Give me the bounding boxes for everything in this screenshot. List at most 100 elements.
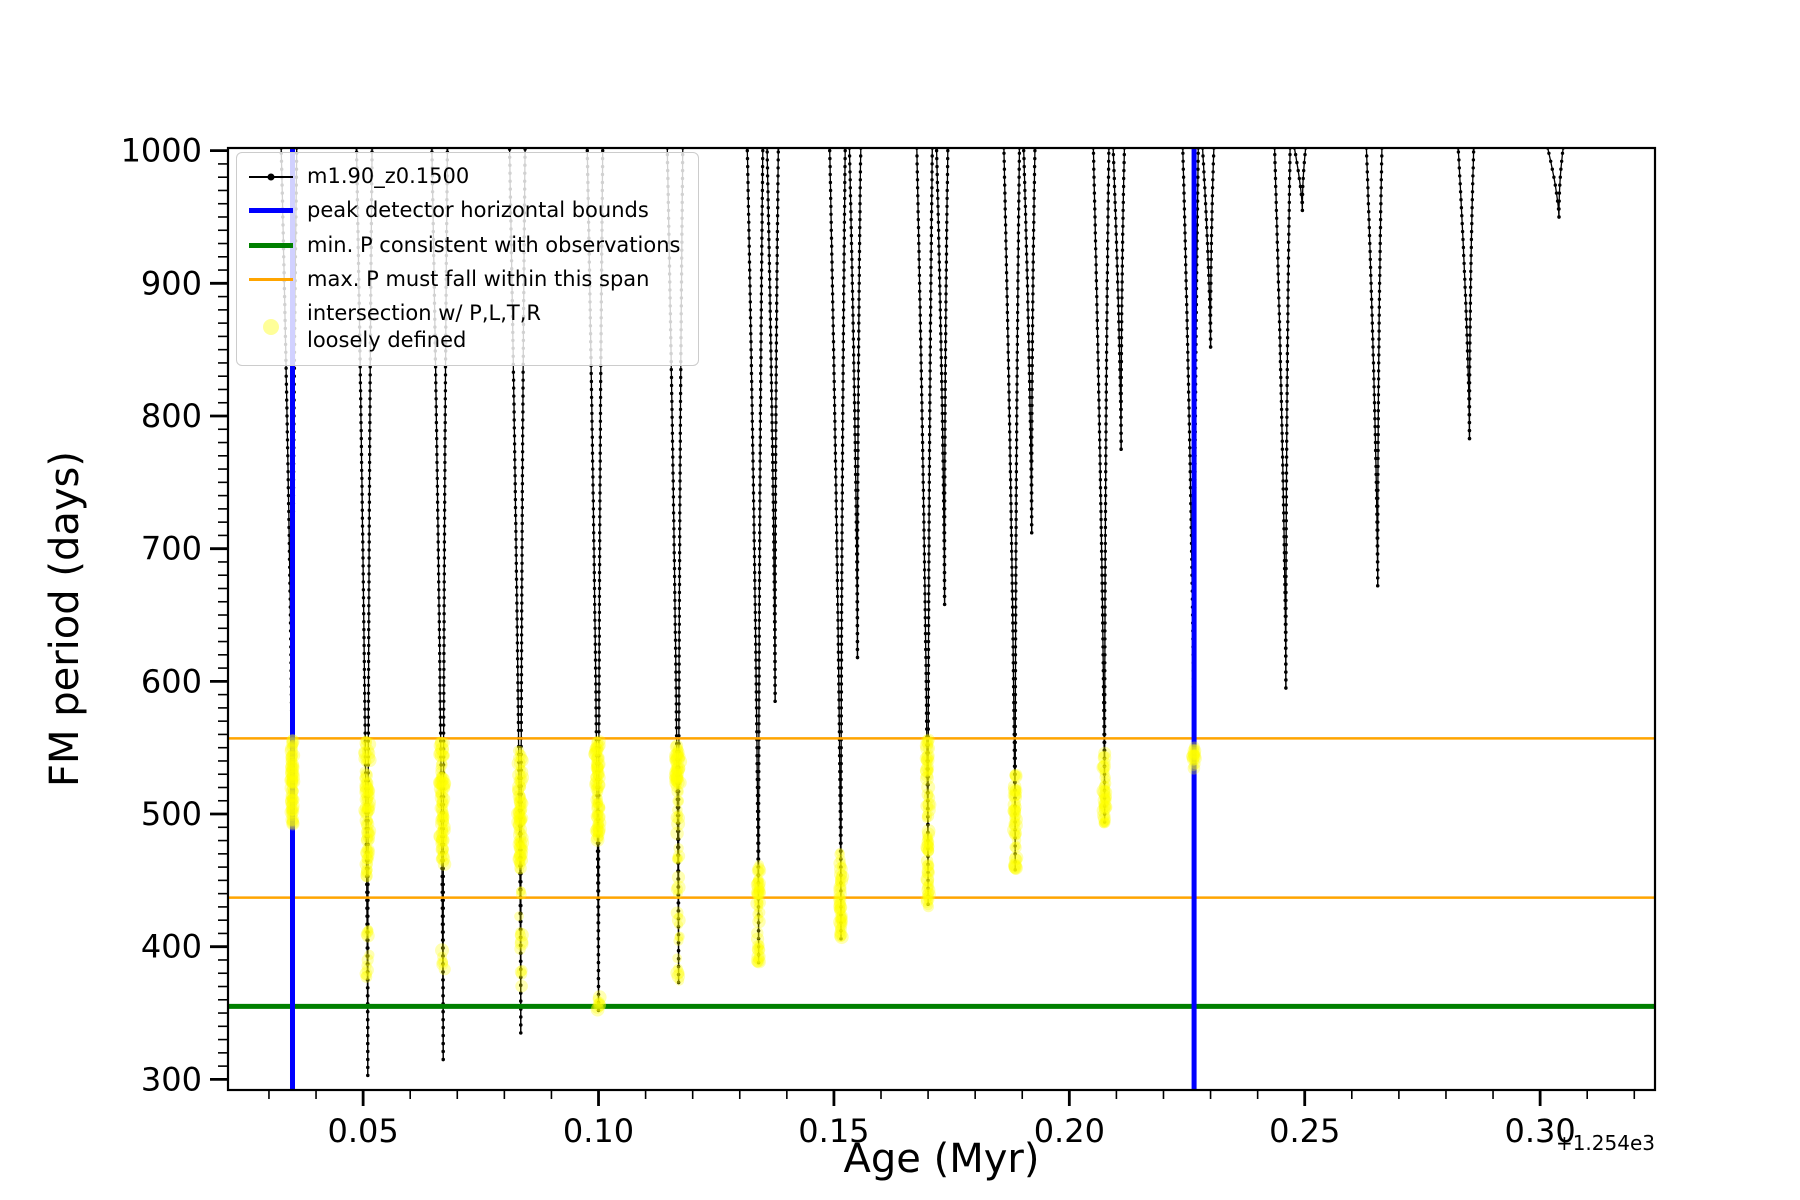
data-point bbox=[511, 370, 516, 374]
data-point bbox=[857, 329, 861, 333]
data-point bbox=[776, 158, 780, 162]
data-point bbox=[1119, 367, 1124, 372]
data-point bbox=[1010, 565, 1014, 569]
data-point bbox=[1376, 464, 1380, 469]
data-point bbox=[1206, 265, 1211, 270]
data-point bbox=[916, 202, 920, 206]
intersection-scatter-point bbox=[515, 837, 527, 849]
data-point bbox=[946, 156, 950, 161]
data-point bbox=[856, 417, 860, 421]
data-point bbox=[840, 451, 845, 455]
intersection-scatter-point bbox=[360, 869, 373, 882]
data-point bbox=[829, 220, 833, 224]
data-point bbox=[1116, 288, 1120, 292]
data-point bbox=[840, 499, 844, 503]
data-point bbox=[1468, 341, 1472, 345]
intersection-scatter-point bbox=[515, 763, 525, 773]
data-point bbox=[672, 519, 676, 523]
data-point bbox=[591, 507, 596, 511]
data-point bbox=[752, 531, 756, 535]
data-point bbox=[945, 220, 949, 224]
data-point bbox=[359, 420, 363, 425]
data-point bbox=[759, 363, 763, 368]
intersection-scatter-point bbox=[592, 811, 604, 822]
intersection-scatter-point bbox=[590, 758, 602, 770]
data-point bbox=[773, 588, 777, 592]
data-point bbox=[773, 500, 778, 504]
intersection-scatter-point bbox=[361, 791, 372, 802]
data-point bbox=[923, 584, 927, 588]
data-point bbox=[1114, 216, 1118, 220]
data-point bbox=[839, 801, 843, 806]
data-point bbox=[855, 631, 860, 636]
data-point bbox=[677, 590, 682, 595]
data-point bbox=[1122, 152, 1127, 157]
data-point bbox=[1106, 223, 1110, 227]
data-point bbox=[519, 752, 523, 756]
data-point bbox=[942, 594, 947, 599]
data-point bbox=[1017, 199, 1021, 203]
data-point bbox=[1286, 280, 1290, 284]
data-point bbox=[520, 442, 525, 446]
data-point bbox=[750, 419, 754, 423]
intersection-scatter-point bbox=[513, 790, 526, 802]
intersection-scatter-point bbox=[672, 888, 683, 899]
data-point bbox=[1275, 216, 1279, 220]
intersection-scatter-point bbox=[921, 883, 936, 898]
data-point bbox=[1376, 432, 1380, 437]
data-point bbox=[1027, 363, 1032, 368]
data-point bbox=[1467, 397, 1472, 401]
data-point bbox=[757, 674, 761, 678]
data-point bbox=[1288, 160, 1292, 165]
data-point bbox=[366, 803, 370, 807]
data-point bbox=[590, 403, 594, 408]
intersection-scatter-point bbox=[591, 791, 603, 802]
intersection-scatter-point bbox=[434, 786, 449, 800]
intersection-scatter-point bbox=[1011, 798, 1022, 809]
data-point bbox=[1467, 389, 1472, 393]
data-point bbox=[443, 413, 447, 417]
data-point bbox=[1300, 208, 1305, 213]
data-point bbox=[940, 419, 945, 423]
intersection-scatter-point bbox=[592, 799, 603, 809]
intersection-scatter-point bbox=[836, 910, 847, 920]
intersection-scatter-point bbox=[672, 753, 686, 766]
data-point bbox=[442, 627, 446, 632]
intersection-scatter-point bbox=[363, 781, 374, 792]
data-point bbox=[366, 779, 370, 783]
intersection-scatter-point bbox=[670, 883, 684, 896]
data-point bbox=[926, 902, 930, 906]
data-point bbox=[752, 507, 756, 511]
data-point bbox=[596, 976, 601, 981]
data-point bbox=[1456, 150, 1461, 154]
data-point bbox=[943, 411, 947, 416]
data-point bbox=[757, 761, 761, 766]
data-point bbox=[839, 777, 843, 782]
data-point bbox=[765, 150, 769, 154]
data-point bbox=[443, 476, 447, 481]
data-point bbox=[935, 172, 939, 177]
intersection-scatter-point bbox=[1008, 818, 1021, 831]
legend-item: max. P must fall within this span bbox=[249, 266, 680, 293]
data-point bbox=[940, 387, 944, 392]
intersection-scatter-point bbox=[286, 771, 299, 783]
data-point bbox=[942, 554, 947, 559]
data-point bbox=[929, 273, 933, 278]
data-point bbox=[1103, 645, 1107, 649]
data-point bbox=[593, 650, 598, 654]
intersection-scatter-point bbox=[284, 805, 298, 819]
data-point bbox=[673, 638, 678, 642]
data-point bbox=[677, 598, 682, 603]
data-point bbox=[677, 773, 681, 778]
intersection-scatter-point bbox=[590, 771, 601, 783]
data-point bbox=[515, 593, 519, 597]
data-point bbox=[1115, 272, 1120, 276]
data-point bbox=[938, 300, 942, 304]
data-point bbox=[756, 921, 761, 925]
data-point bbox=[516, 696, 520, 701]
data-point bbox=[1371, 361, 1376, 365]
data-point bbox=[1014, 525, 1018, 530]
intersection-scatter-point bbox=[1009, 850, 1024, 865]
data-point bbox=[676, 925, 681, 929]
data-point bbox=[1116, 280, 1120, 284]
